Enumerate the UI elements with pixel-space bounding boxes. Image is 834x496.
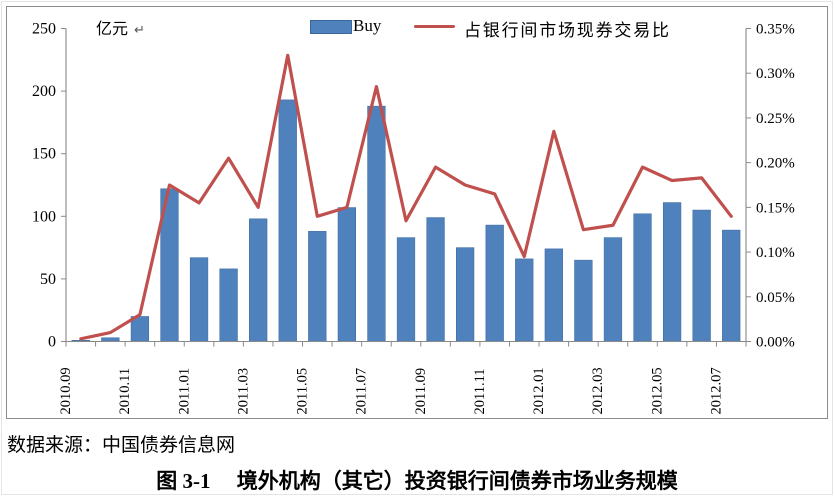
svg-text:2010.09: 2010.09 xyxy=(58,367,74,414)
svg-text:0.30%: 0.30% xyxy=(756,66,795,82)
svg-text:↵: ↵ xyxy=(134,22,145,37)
svg-text:0.00%: 0.00% xyxy=(756,335,795,351)
svg-text:2012.05: 2012.05 xyxy=(649,367,665,414)
svg-text:2011.05: 2011.05 xyxy=(295,368,311,415)
svg-text:200: 200 xyxy=(32,83,56,100)
svg-text:100: 100 xyxy=(32,208,56,225)
svg-text:亿元: 亿元 xyxy=(96,20,128,38)
svg-text:0.20%: 0.20% xyxy=(756,156,795,172)
svg-text:2012.03: 2012.03 xyxy=(590,367,606,414)
svg-text:250: 250 xyxy=(32,21,56,38)
svg-text:2012.07: 2012.07 xyxy=(708,367,724,414)
svg-text:0: 0 xyxy=(48,334,56,351)
svg-text:2012.01: 2012.01 xyxy=(531,367,547,414)
svg-text:0.25%: 0.25% xyxy=(756,111,795,127)
svg-text:50: 50 xyxy=(40,271,56,288)
svg-text:2011.03: 2011.03 xyxy=(235,368,251,415)
svg-text:150: 150 xyxy=(32,146,56,163)
svg-text:2011.11: 2011.11 xyxy=(472,368,488,414)
svg-text:0.35%: 0.35% xyxy=(756,22,795,38)
svg-text:2011.01: 2011.01 xyxy=(176,368,192,415)
svg-text:0.15%: 0.15% xyxy=(756,200,795,216)
svg-text:0.10%: 0.10% xyxy=(756,245,795,261)
svg-text:0.05%: 0.05% xyxy=(756,290,795,306)
svg-text:2010.11: 2010.11 xyxy=(117,368,133,415)
svg-text:2011.09: 2011.09 xyxy=(413,368,429,415)
svg-text:2011.07: 2011.07 xyxy=(354,368,370,415)
